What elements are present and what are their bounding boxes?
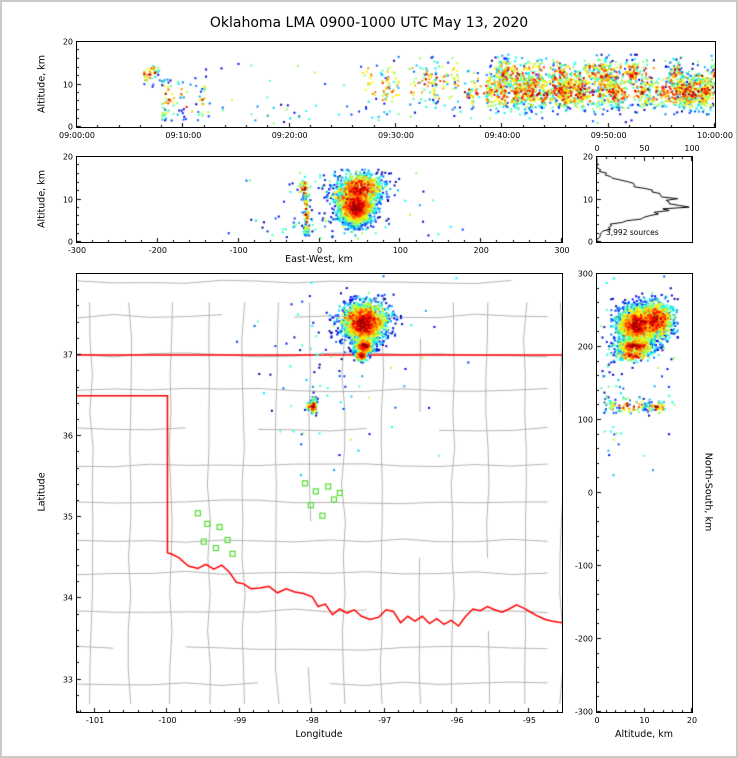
tick-label: -97 xyxy=(378,716,392,725)
tick-label: 0 xyxy=(316,246,323,255)
tick-label: -96 xyxy=(450,716,464,725)
tick-label: 20 xyxy=(62,152,73,162)
time-panel-ylabel: Altitude, km xyxy=(36,55,48,113)
east-west-altitude-panel xyxy=(76,156,563,243)
north-south-altitude-canvas xyxy=(597,274,692,712)
tick-label: -99 xyxy=(233,716,247,725)
tick-label: -100 xyxy=(574,561,593,571)
tick-label: 09:20:00 xyxy=(271,131,308,140)
time-altitude-panel xyxy=(76,41,716,128)
tick-label: -300 xyxy=(67,246,87,255)
figure-title: Oklahoma LMA 0900-1000 UTC May 13, 2020 xyxy=(209,15,529,31)
ew-panel-ylabel: Altitude, km xyxy=(36,170,48,228)
tick-label: -100 xyxy=(158,716,177,725)
source-count-label: 3,992 sources xyxy=(606,228,659,237)
tick-label: 300 xyxy=(554,246,570,255)
tick-label: -200 xyxy=(148,246,167,255)
ns-panel-ylabel: North-South, km xyxy=(702,452,714,532)
tick-label: 09:30:00 xyxy=(378,131,414,140)
tick-label: 09:00:00 xyxy=(59,131,95,140)
time-altitude-canvas xyxy=(77,42,715,127)
tick-label: -100 xyxy=(229,246,248,255)
tick-label: 10:00:00 xyxy=(697,131,733,140)
map-xlabel: Longitude xyxy=(295,729,343,740)
tick-label: -101 xyxy=(86,716,105,725)
altitude-histogram-panel xyxy=(596,156,693,243)
tick-label: 0 xyxy=(67,237,73,247)
tick-label: 100 xyxy=(684,144,700,153)
tick-label: -98 xyxy=(305,716,319,725)
tick-label: 37 xyxy=(62,350,73,360)
tick-label: 10 xyxy=(639,716,650,725)
east-west-altitude-canvas xyxy=(77,157,562,242)
tick-label: 10 xyxy=(582,195,593,204)
tick-label: 20 xyxy=(582,152,593,162)
tick-label: 35 xyxy=(62,512,73,522)
tick-label: 0 xyxy=(587,237,593,247)
tick-label: -95 xyxy=(522,716,536,725)
tick-label: 09:50:00 xyxy=(590,131,627,140)
tick-label: -300 xyxy=(574,707,593,717)
tick-label: 20 xyxy=(686,716,698,725)
tick-label: 300 xyxy=(577,269,593,279)
tick-label: 34 xyxy=(62,593,73,603)
tick-label: 09:10:00 xyxy=(165,131,202,140)
tick-label: 10 xyxy=(62,80,73,89)
altitude-histogram-canvas xyxy=(597,157,692,242)
tick-label: 20 xyxy=(62,37,73,47)
tick-label: 50 xyxy=(639,144,650,153)
ns-panel-xlabel: Altitude, km xyxy=(615,729,673,740)
tick-label: 0 xyxy=(587,488,593,498)
tick-label: 100 xyxy=(392,246,408,255)
tick-label: 10 xyxy=(62,195,73,204)
tick-label: 200 xyxy=(577,342,593,352)
tick-label: 100 xyxy=(577,415,593,425)
tick-label: 0 xyxy=(594,144,600,153)
map-ylabel: Latitude xyxy=(36,472,48,512)
tick-label: 09:40:00 xyxy=(484,131,521,140)
tick-label: 200 xyxy=(473,246,489,255)
north-south-altitude-panel xyxy=(596,273,693,713)
tick-label: 33 xyxy=(62,675,73,685)
tick-label: 0 xyxy=(594,716,600,725)
plan-view-map-panel xyxy=(76,273,563,713)
tick-label: 0 xyxy=(67,122,73,132)
plan-view-map-canvas xyxy=(77,274,562,712)
tick-label: 36 xyxy=(62,431,73,441)
ew-panel-xlabel: East-West, km xyxy=(285,254,353,265)
tick-label: -200 xyxy=(574,634,593,644)
